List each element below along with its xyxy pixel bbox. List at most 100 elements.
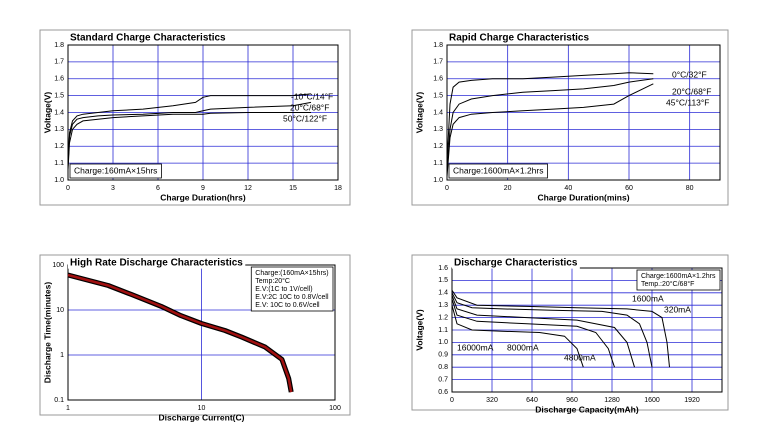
chart-title: Rapid Charge Characteristics xyxy=(449,33,589,44)
y-tick-label: 0.8 xyxy=(438,364,448,371)
title-bg xyxy=(447,32,592,44)
y-axis-label: Voltage(V) xyxy=(414,92,424,134)
x-tick-label: 960 xyxy=(566,397,578,404)
x-tick-label: 320 xyxy=(486,397,498,404)
note-text: Charge:1600mA×1.2hrs xyxy=(641,273,716,280)
x-tick-label: 60 xyxy=(625,185,633,192)
panel: 0.6 0.7 0.8 0.9 1.0 1.1 1.2 1.3 1.4 1.5 1.6 0 320 640… xyxy=(411,254,729,414)
y-tick-label: 1.4 xyxy=(438,290,448,297)
y-tick-label: 1.1 xyxy=(54,160,64,167)
y-tick-label: 1.3 xyxy=(54,126,64,133)
note-box xyxy=(448,163,548,179)
plot-border xyxy=(451,267,723,393)
x-tick-label: 6 xyxy=(156,185,160,192)
panel: 1.0 1.1 1.2 1.3 1.4 1.5 1.6 1.7 1.8 0 3 6 9 12 15 18 Sta… xyxy=(39,29,351,206)
series-label: 8000mA xyxy=(507,342,539,352)
series-label: 16000mA xyxy=(457,342,494,352)
note-text: E.V:(1C to 1V/cell) xyxy=(255,286,312,293)
series-label: -10°C/14°F xyxy=(291,91,333,101)
series-label: 20°C/68°F xyxy=(672,86,711,96)
y-tick-label: 1.1 xyxy=(433,160,443,167)
x-tick-label: 1600 xyxy=(644,397,660,404)
x-axis-label: Charge Duration(hrs) xyxy=(160,192,246,202)
x-tick-label: 1 xyxy=(66,405,70,412)
series-line xyxy=(446,72,654,164)
x-tick-label: 9 xyxy=(201,185,205,192)
series-line xyxy=(67,101,312,167)
y-tick-label: 1.3 xyxy=(438,302,448,309)
x-tick-label: 40 xyxy=(564,185,572,192)
series-line xyxy=(451,305,584,368)
x-tick-label: 3 xyxy=(111,185,115,192)
y-axis-label: Discharge Time(minutes) xyxy=(42,282,52,384)
series-line xyxy=(67,273,293,393)
x-tick-label: 100 xyxy=(329,405,341,412)
y-tick-label: 1.2 xyxy=(54,143,64,150)
series-line xyxy=(451,298,615,368)
x-tick-label: 640 xyxy=(526,397,538,404)
note-text: Charge:1600mA×1.2hrs xyxy=(453,165,544,175)
y-tick-label: 1.4 xyxy=(433,109,443,116)
y-tick-label: 1.0 xyxy=(54,177,64,184)
x-tick-label: 0 xyxy=(445,185,449,192)
series-line xyxy=(451,290,670,368)
y-tick-label: 1.7 xyxy=(433,59,443,66)
y-tick-label: 1.6 xyxy=(438,265,448,272)
x-tick-label: 12 xyxy=(244,185,252,192)
y-tick-label: 1.0 xyxy=(433,177,443,184)
y-tick-label: 1.4 xyxy=(54,109,64,116)
note-box xyxy=(69,163,162,179)
y-tick-label: 1.6 xyxy=(54,76,64,83)
note-box xyxy=(250,266,334,312)
series-label: 1600mA xyxy=(632,293,664,303)
x-tick-label: 15 xyxy=(289,185,297,192)
series-line xyxy=(451,295,635,368)
chart-title: High Rate Discharge Characteristics xyxy=(70,258,243,269)
x-tick-label: 0 xyxy=(66,185,70,192)
note-text: Temp:20°C xyxy=(255,277,290,285)
series-label: 20°C/68°F xyxy=(290,102,329,112)
y-tick-label: 1.5 xyxy=(54,92,64,99)
y-tick-label: 1.5 xyxy=(438,277,448,284)
note-text: E.V: 10C to 0.6V/cell xyxy=(255,302,320,309)
y-tick-label: 1.0 xyxy=(438,339,448,346)
title-bg xyxy=(452,257,580,269)
y-tick-label: 1.5 xyxy=(433,92,443,99)
y-tick-label: 1 xyxy=(60,352,64,359)
plot-border xyxy=(67,44,339,181)
note-box xyxy=(636,269,721,291)
y-axis-label: Voltage(V) xyxy=(42,92,52,134)
x-axis-label: Discharge Current(C) xyxy=(159,412,245,422)
y-tick-label: 0.9 xyxy=(438,352,448,359)
y-tick-label: 0.7 xyxy=(438,376,448,383)
y-tick-label: 1.2 xyxy=(433,143,443,150)
series-label: 0°C/32°F xyxy=(672,69,707,79)
y-tick-label: 1.1 xyxy=(438,327,448,334)
panel: 1.0 1.1 1.2 1.3 1.4 1.5 1.6 1.7 1.8 0 20 40 60 80 Rapi… xyxy=(411,29,729,206)
x-tick-label: 20 xyxy=(504,185,512,192)
series-line xyxy=(67,112,311,170)
x-tick-label: 1280 xyxy=(604,397,620,404)
series-line xyxy=(67,93,312,167)
x-tick-label: 18 xyxy=(334,185,342,192)
y-tick-label: 1.8 xyxy=(433,42,443,49)
y-tick-label: 1.6 xyxy=(433,76,443,83)
chart-title: Standard Charge Characteristics xyxy=(70,33,226,44)
series-line xyxy=(446,78,654,172)
note-text: Charge:(160mA×15hrs) xyxy=(255,270,328,277)
chart-title: Discharge Characteristics xyxy=(454,258,578,269)
y-tick-label: 1.2 xyxy=(438,314,448,321)
y-tick-label: 1.3 xyxy=(433,126,443,133)
series-line xyxy=(446,83,654,177)
x-tick-label: 0 xyxy=(450,397,454,404)
title-bg xyxy=(68,32,229,44)
x-tick-label: 10 xyxy=(198,405,206,412)
note-text: Temp.:20°C/68°F xyxy=(641,280,694,288)
note-text: E.V:2C 10C to 0.8V/cell xyxy=(255,294,329,301)
series-label: 4800mA xyxy=(564,352,596,362)
y-axis-label: Voltage(V) xyxy=(414,309,424,351)
y-tick-label: 0.6 xyxy=(438,389,448,396)
series-label: 320mA xyxy=(664,304,691,314)
series-line xyxy=(451,292,653,368)
